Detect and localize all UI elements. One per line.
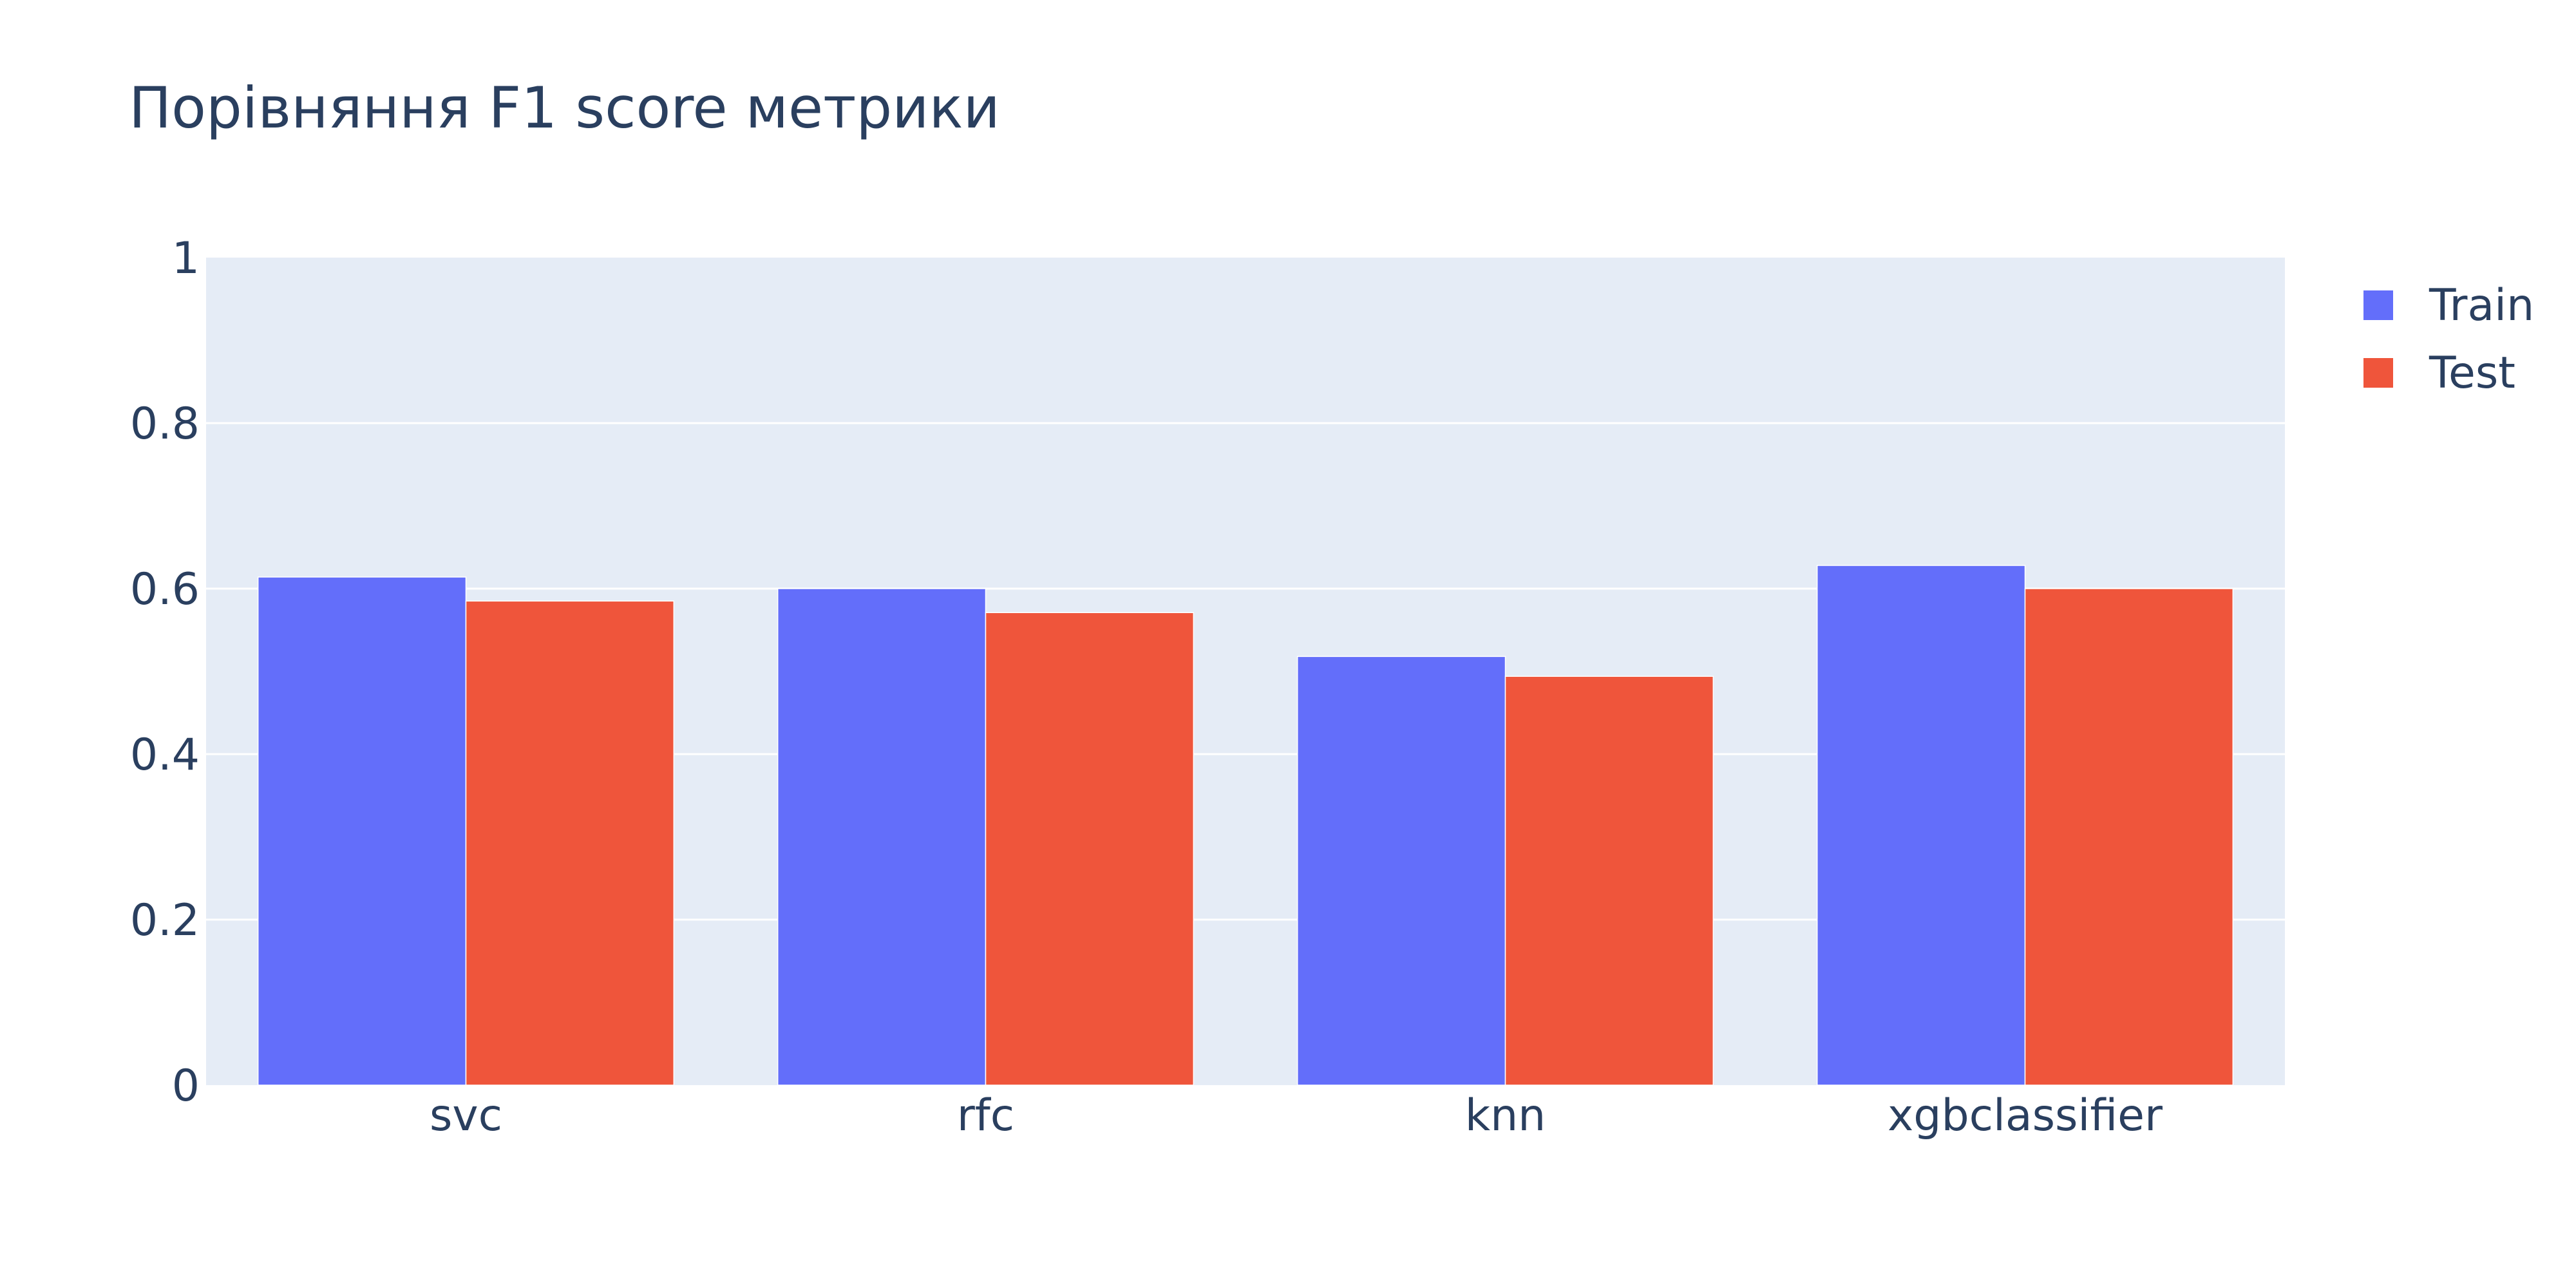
- bars: [257, 565, 2234, 1086]
- legend-label-train: Train: [2429, 280, 2534, 331]
- legend-swatch-test: [2363, 358, 2393, 388]
- legend-swatch-train: [2363, 290, 2393, 320]
- bar-train-rfc: [777, 588, 987, 1086]
- legend-label-test: Test: [2429, 348, 2515, 399]
- x-tick-label: knn: [1465, 1090, 1546, 1141]
- bar-train-svc: [257, 576, 467, 1086]
- bar-test-rfc: [985, 612, 1195, 1086]
- y-tick-label: 0.8: [130, 399, 200, 450]
- x-axis-ticks: svc rfc knn xgbclassifier: [430, 1090, 2163, 1141]
- bar-train-knn: [1296, 656, 1506, 1086]
- bar-test-xgbclassifier: [2024, 588, 2234, 1086]
- y-tick-label: 0.2: [130, 895, 200, 946]
- bar-test-knn: [1504, 676, 1714, 1086]
- y-tick-label: 0: [172, 1061, 200, 1112]
- x-tick-label: rfc: [957, 1090, 1014, 1141]
- x-tick-label: svc: [430, 1090, 502, 1141]
- y-tick-label: 0.4: [130, 730, 200, 781]
- legend: Train Test: [2363, 280, 2534, 399]
- chart-title: Порівняння F1 score метрики: [129, 75, 1000, 141]
- y-tick-label: 0.6: [130, 564, 200, 615]
- y-tick-label: 1: [172, 233, 200, 284]
- bar-test-svc: [465, 600, 675, 1086]
- bar-train-xgbclassifier: [1816, 565, 2026, 1086]
- x-tick-label: xgbclassifier: [1888, 1090, 2163, 1141]
- y-axis-ticks: 0 0.2 0.4 0.6 0.8 1: [130, 233, 200, 1112]
